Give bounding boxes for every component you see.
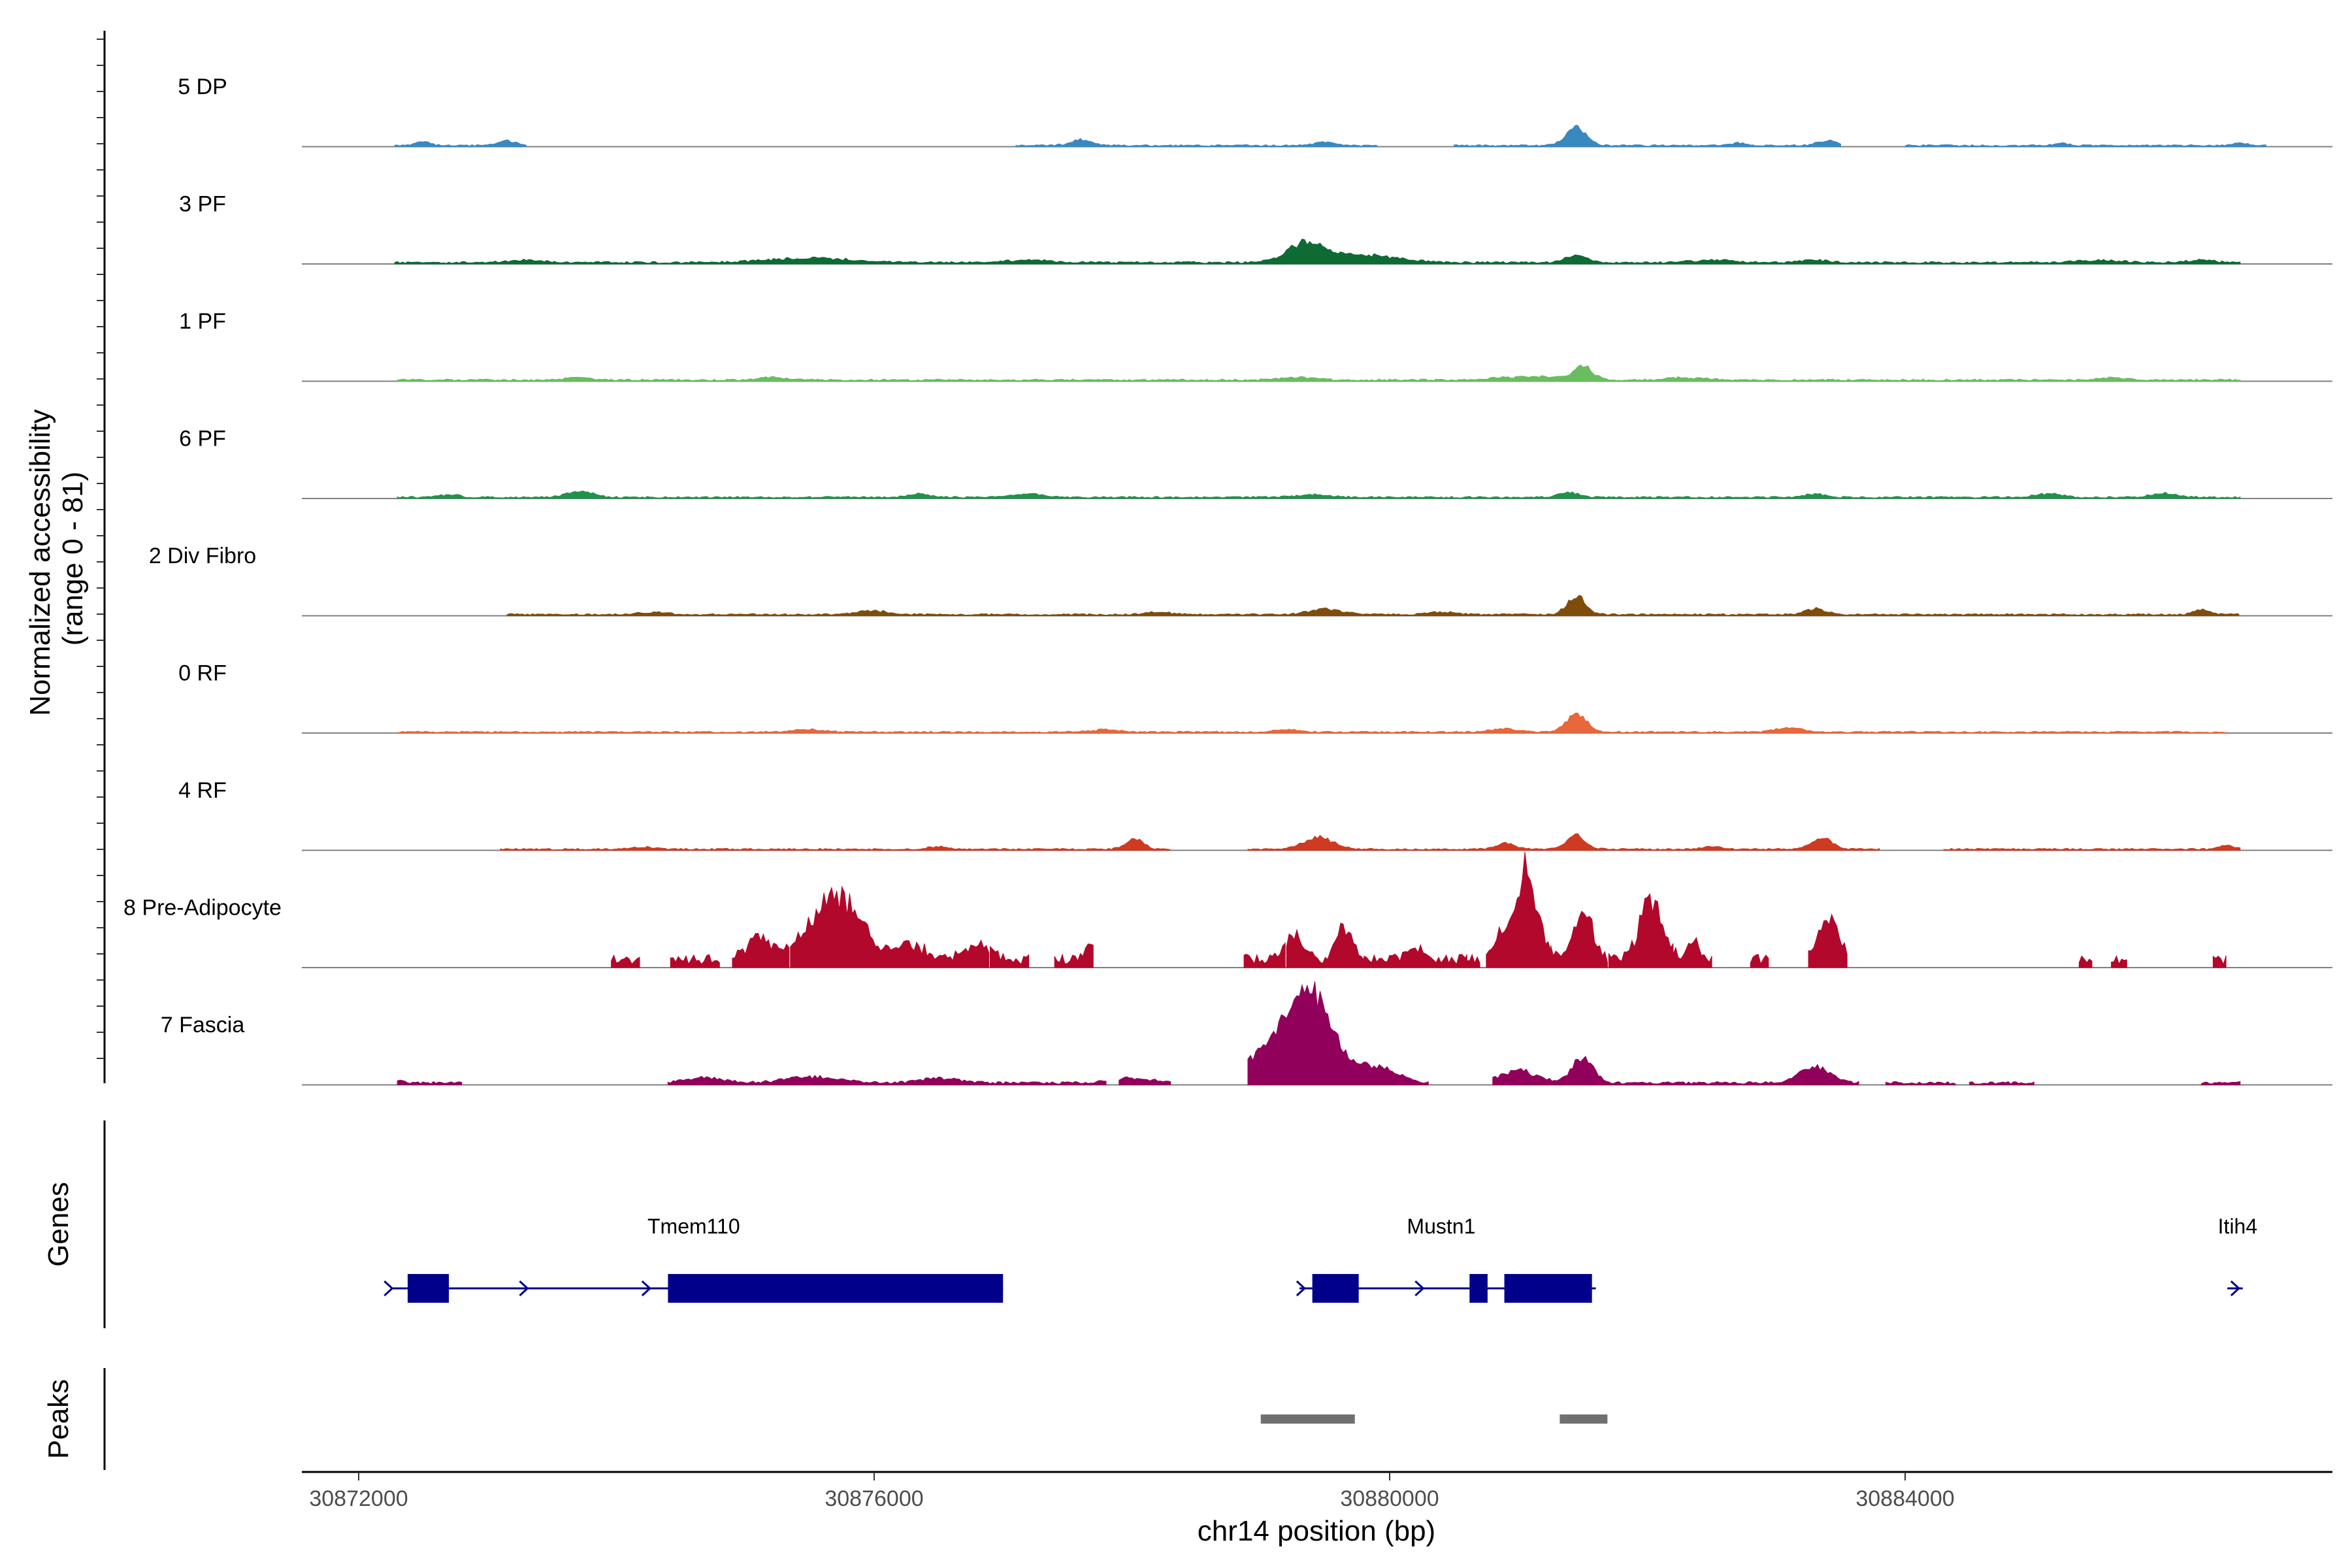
track-label: 6 PF [179, 427, 226, 451]
coverage-area [2078, 955, 2093, 968]
coverage-area [1247, 833, 1880, 851]
gene-label: Mustn1 [1407, 1215, 1475, 1238]
gene-exon [1469, 1274, 1488, 1303]
track-label: 8 Pre-Adipocyte [123, 896, 282, 921]
coverage-area [1904, 142, 2266, 147]
strand-arrow [384, 1280, 394, 1297]
x-tick-label: 30884000 [1855, 1486, 1954, 1511]
coverage-area [667, 1075, 1107, 1085]
strand-arrow [641, 1280, 652, 1297]
coverage-area [732, 933, 790, 968]
gene-exon [668, 1274, 1004, 1303]
coverage-area [1550, 910, 1608, 968]
track-3-pf: 3 PF [179, 192, 2332, 265]
track-0-rf: 0 RF [178, 661, 2332, 734]
peak-regions [1260, 1414, 1608, 1424]
track-label: 0 RF [178, 661, 227, 686]
coverage-area [397, 1079, 463, 1085]
coverage-area [1454, 125, 1841, 147]
gene-annotations: Tmem110 Mustn1 Itih4 [384, 1215, 2257, 1303]
gene-exon [1504, 1274, 1592, 1303]
track-6-pf: 6 PF [179, 427, 2332, 499]
coverage-area [1015, 138, 1377, 147]
strand-arrow [519, 1280, 529, 1297]
strand-arrow [1296, 1280, 1307, 1297]
coverage-area [1750, 954, 1769, 968]
coverage-area [397, 364, 2241, 382]
coverage-area [1808, 913, 1848, 968]
track-1-pf: 1 PF [179, 309, 2332, 382]
coverage-area [1441, 953, 1480, 968]
peaks-panel-title: Peaks [42, 1379, 74, 1459]
track-8-pre-adipocyte: 8 Pre-Adipocyte [123, 851, 2332, 968]
gene-label: Itih4 [2218, 1215, 2257, 1238]
coverage-area [397, 490, 2241, 499]
coverage-area [2212, 955, 2227, 968]
track-label: 2 Div Fibro [149, 544, 256, 568]
coverage-area [1247, 981, 1429, 1085]
coverage-tracks: 5 DP 3 PF 1 PF 6 PF 2 Div Fibro 0 RF 4 RF 8 Pre… [123, 74, 2332, 1086]
coverage-area [1943, 845, 2241, 851]
coverage-area [990, 945, 1030, 968]
track-label: 1 PF [179, 309, 226, 334]
coverage-area [670, 954, 720, 968]
coverage-area [790, 885, 990, 968]
x-tick-label: 30872000 [309, 1486, 408, 1511]
track-label: 7 Fascia [161, 1013, 245, 1037]
x-tick-label: 30876000 [825, 1486, 923, 1511]
coverage-area [1885, 1081, 1956, 1085]
track-2-div-fibro: 2 Div Fibro [149, 544, 2332, 617]
strand-arrow [2230, 1280, 2241, 1297]
track-label: 4 RF [178, 778, 227, 803]
gene-itih4: Itih4 [2218, 1215, 2257, 1297]
gene-mustn1: Mustn1 [1296, 1215, 1596, 1303]
gene-exon [1312, 1274, 1359, 1303]
gene-tmem110: Tmem110 [384, 1215, 1004, 1303]
coverage-area [611, 954, 640, 968]
coverage-area [1119, 1076, 1171, 1085]
coverage-area [2111, 955, 2127, 968]
coverage-area [2201, 1081, 2241, 1085]
x-axis-ticks: 30872000 30876000 30880000 30884000 [309, 1472, 1955, 1511]
genes-panel-title: Genes [42, 1182, 74, 1267]
coverage-area [1054, 943, 1094, 968]
x-tick-label: 30880000 [1340, 1486, 1439, 1511]
track-label: 5 DP [178, 74, 227, 99]
coverage-area [1492, 1055, 1859, 1085]
track-7-fascia: 7 Fascia [161, 981, 2332, 1086]
coverage-area [394, 139, 527, 147]
peak-region [1560, 1414, 1608, 1424]
coverage-area [394, 238, 2241, 265]
coverage-y-ticks [97, 39, 105, 1059]
coverage-area [506, 595, 2240, 616]
coverage-y-axis-title: Normalized accessibility (range 0 - 81) [24, 401, 89, 716]
gene-exon [407, 1274, 449, 1303]
coverage-area [500, 838, 1171, 851]
x-axis-title: chr14 position (bp) [1198, 1515, 1435, 1547]
track-label: 3 PF [179, 192, 226, 217]
coverage-area [1608, 892, 1674, 968]
peak-region [1260, 1414, 1355, 1424]
gene-label: Tmem110 [647, 1215, 740, 1238]
coverage-area [1969, 1081, 2034, 1085]
coverage-area [1286, 923, 1365, 968]
coverage-area [1243, 942, 1286, 968]
track-5-dp: 5 DP [178, 74, 2332, 148]
strand-arrow [1414, 1280, 1425, 1297]
coverage-area [397, 712, 2228, 734]
coverage-area [1673, 936, 1712, 968]
coverage-area [1364, 943, 1467, 968]
track-4-rf: 4 RF [178, 778, 2332, 851]
coverage-area [1486, 851, 1552, 968]
